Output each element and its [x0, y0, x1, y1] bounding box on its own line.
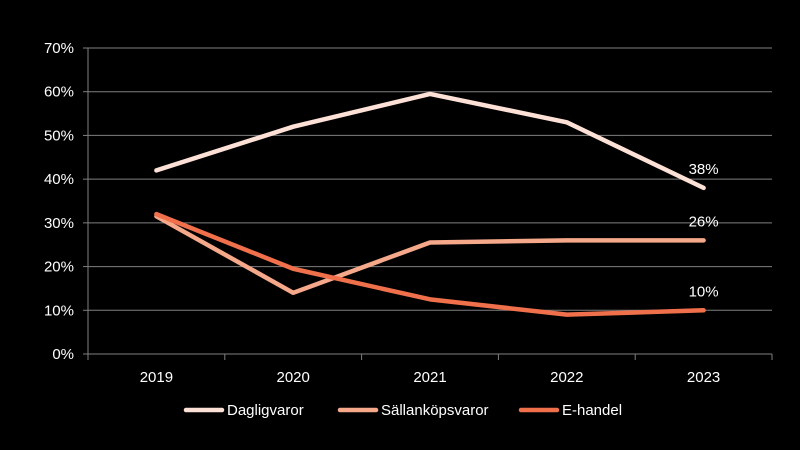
- legend-item-label: Dagligvaror: [227, 402, 304, 419]
- x-tick-label: 2023: [687, 369, 720, 386]
- y-tick-label: 30%: [44, 215, 74, 232]
- y-tick-label: 0%: [52, 346, 74, 363]
- series-line-0: [154, 91, 706, 191]
- y-tick-label: 40%: [44, 171, 74, 188]
- x-tick-label: 2020: [277, 369, 310, 386]
- data-label: 38%: [689, 161, 719, 178]
- axes: [83, 47, 773, 360]
- grid-lines: [88, 47, 772, 311]
- y-tick-label: 10%: [44, 302, 74, 319]
- x-tick-labels: 2019 2020 2021 2022 2023: [140, 369, 721, 386]
- y-tick-label: 60%: [44, 84, 74, 101]
- legend-item-label: E-handel: [562, 402, 622, 419]
- x-tick-label: 2022: [550, 369, 583, 386]
- y-tick-label: 50%: [44, 127, 74, 144]
- series-lines: [154, 91, 706, 317]
- y-tick-label: 70%: [44, 40, 74, 57]
- y-tick-label: 20%: [44, 259, 74, 276]
- data-label: 26%: [689, 213, 719, 230]
- series-line-2: [154, 211, 706, 317]
- x-tick-label: 2019: [140, 369, 173, 386]
- data-labels: 38% 26% 10%: [689, 161, 719, 300]
- data-label: 10%: [689, 283, 719, 300]
- series-line-1: [154, 214, 706, 296]
- x-tick-label: 2021: [413, 369, 446, 386]
- y-tick-labels: 0% 10% 20% 30% 40% 50% 60% 70%: [44, 40, 74, 363]
- legend: Dagligvaror Sällanköpsvaror E-handel: [183, 402, 622, 419]
- legend-item-label: Sällanköpsvaror: [381, 402, 489, 419]
